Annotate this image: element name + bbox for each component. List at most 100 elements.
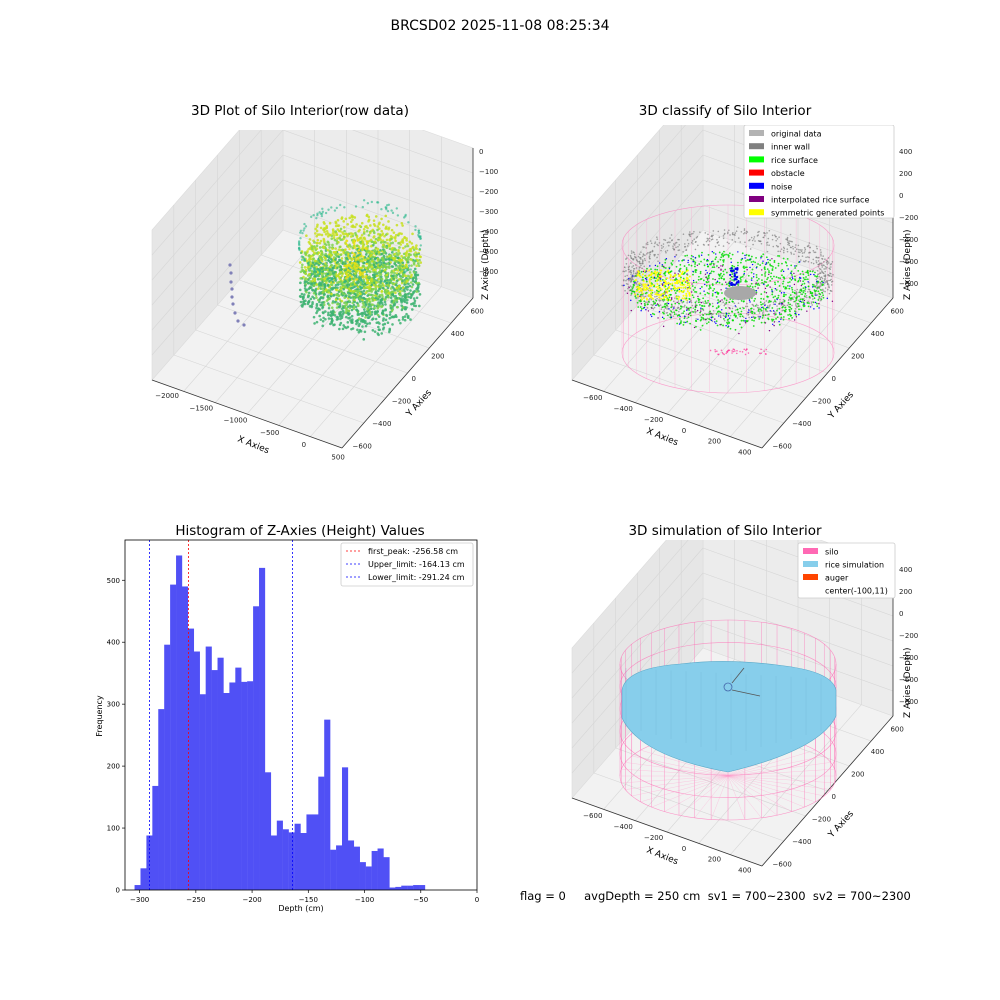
noise-point <box>763 283 765 286</box>
rice-surface-point <box>708 286 711 288</box>
rice-surface-point <box>761 316 764 319</box>
raw-point <box>372 241 376 245</box>
inner-wall-point <box>749 248 752 250</box>
rice-surface-point <box>763 266 766 269</box>
inner-wall-point <box>807 244 810 247</box>
raw-point <box>303 293 306 296</box>
inner-wall-point <box>752 243 754 246</box>
rice-surface-point <box>797 279 800 282</box>
raw-point <box>376 228 379 232</box>
rice-surface-point <box>739 280 742 283</box>
inner-wall-point <box>653 253 655 256</box>
rice-surface-point <box>707 253 710 256</box>
rice-surface-point <box>719 258 722 261</box>
inner-wall-point <box>632 272 635 274</box>
inner-wall-point <box>765 310 768 312</box>
inner-wall-point <box>737 313 740 316</box>
silo-floor-point <box>721 351 724 354</box>
raw-point <box>405 237 408 240</box>
inner-wall-point <box>723 319 726 322</box>
raw-point <box>403 283 406 286</box>
rice-surface-point <box>684 255 687 257</box>
raw-wall-point <box>402 271 406 274</box>
rice-surface-point <box>715 307 718 309</box>
inner-wall-point <box>821 277 824 280</box>
rice-surface-point <box>721 252 724 255</box>
interpolated-point <box>659 273 661 276</box>
inner-wall-point <box>788 240 790 242</box>
raw-point <box>380 229 384 233</box>
raw-point <box>339 270 342 274</box>
symmetric-point <box>681 284 684 287</box>
raw-point <box>331 309 335 313</box>
inner-wall-point <box>625 282 628 285</box>
rice-surface-point <box>694 286 696 289</box>
inner-wall-point <box>766 313 769 316</box>
rice-surface-point <box>763 291 766 293</box>
inner-wall-point <box>783 247 786 250</box>
noise-point <box>751 316 753 319</box>
inner-wall-point <box>819 278 822 281</box>
raw-point <box>378 283 381 287</box>
raw-point <box>377 250 381 254</box>
noise-point <box>645 279 648 281</box>
symmetric-point <box>648 295 651 298</box>
y-tick-label: 200 <box>851 353 864 361</box>
rice-surface-point <box>656 268 659 271</box>
x-axis-line <box>571 379 763 449</box>
raw-point <box>383 234 386 238</box>
raw-point <box>370 310 374 314</box>
inner-wall-point <box>768 244 770 247</box>
raw-peak-point <box>353 252 356 256</box>
rice-surface-point <box>768 301 770 303</box>
rice-surface-point <box>717 260 719 263</box>
inner-wall-point <box>660 308 663 310</box>
raw-point <box>324 252 328 256</box>
rice-surface-point <box>674 302 677 305</box>
rice-surface-point <box>728 312 730 315</box>
rice-surface-point <box>745 254 748 256</box>
inner-wall-point <box>690 301 693 304</box>
noise-point <box>678 323 681 325</box>
raw-point <box>381 309 385 312</box>
raw-wall-point <box>407 221 410 224</box>
interpolated-point <box>630 309 632 312</box>
inner-wall-point <box>822 264 824 266</box>
raw-point <box>375 312 378 315</box>
raw-point <box>362 278 365 282</box>
rice-surface-point <box>695 291 698 293</box>
rice-surface-point <box>817 286 819 289</box>
inner-wall-point <box>758 307 760 309</box>
interpolated-point <box>746 269 748 271</box>
raw-point <box>419 261 423 264</box>
rice-surface-point <box>668 296 671 299</box>
raw-point <box>348 304 352 307</box>
interpolated-point <box>700 310 702 312</box>
noise-point <box>647 284 649 286</box>
raw-peak-point <box>346 268 350 272</box>
raw-point <box>374 250 377 253</box>
rice-surface-point <box>795 264 798 267</box>
inner-wall-point <box>820 255 822 257</box>
rice-surface-point <box>818 292 821 295</box>
inner-wall-point <box>660 244 663 247</box>
rice-surface-point <box>683 265 686 267</box>
raw-point <box>382 261 386 265</box>
inner-wall-point <box>802 260 805 263</box>
raw-point <box>392 231 396 234</box>
raw-point <box>324 310 327 313</box>
inner-wall-point <box>824 274 827 276</box>
inner-wall-point <box>640 264 642 267</box>
inner-wall-point <box>723 312 725 315</box>
rice-surface-point <box>702 297 705 300</box>
raw-wall-point <box>316 274 320 278</box>
rice-surface-point <box>807 272 809 275</box>
inner-wall-point <box>739 241 742 243</box>
raw-point <box>338 302 342 306</box>
raw-wall-point <box>337 283 340 286</box>
noise-point <box>822 281 824 284</box>
rice-surface-point <box>712 251 715 254</box>
raw-point <box>334 286 337 289</box>
raw-point <box>352 273 355 276</box>
